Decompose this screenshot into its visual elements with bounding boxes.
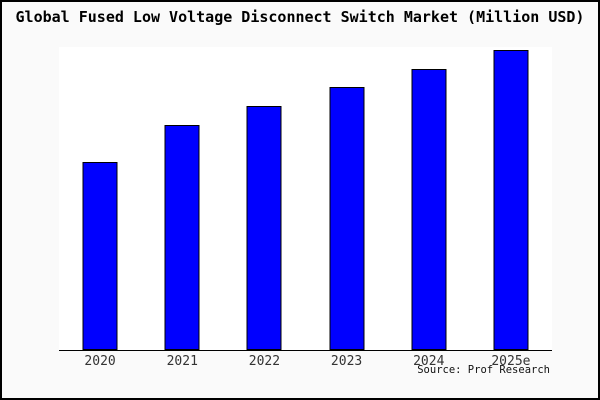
x-tick-label-2023: 2023 (330, 354, 363, 369)
bar-2024 (411, 68, 447, 350)
x-axis-tick-labels: 2020 2021 2022 2023 2024 2025e (59, 354, 552, 370)
bar-2022 (246, 105, 282, 350)
x-tick-label-2021: 2021 (166, 354, 198, 369)
bar-2021 (164, 124, 200, 350)
source-credit: Source: Prof Research (417, 364, 550, 376)
x-tick-label-2022: 2022 (248, 354, 281, 369)
chart-title: Global Fused Low Voltage Disconnect Swit… (15, 8, 585, 26)
bars-group (59, 47, 552, 350)
bar-2023 (329, 87, 365, 350)
x-tick-label-2025e: 2025e (491, 354, 531, 369)
x-tick-label-2020: 2020 (84, 354, 116, 369)
x-tick-label-2024: 2024 (413, 354, 445, 369)
plot-area (59, 47, 552, 351)
bar-2020 (82, 161, 118, 350)
bar-2025e (493, 50, 529, 350)
